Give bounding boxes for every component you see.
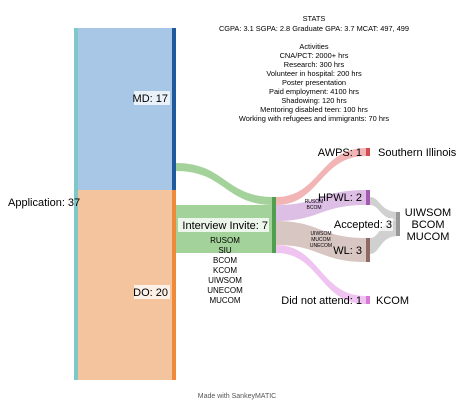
label-do: DO: 20 [133, 287, 168, 299]
activity-item: Volunteer in hospital: 200 hrs [266, 69, 362, 78]
label-did-not-attend: Did not attend: 1 [281, 295, 362, 307]
annotation-hpwl-school: BCOM [307, 205, 322, 211]
flow-md-interview [176, 163, 274, 205]
footer-credit: Made with SankeyMATIC [198, 393, 276, 400]
label-awps: AWPS: 1 [318, 147, 362, 159]
node-application-bar [74, 28, 78, 380]
label-accepted: Accepted: 3 [334, 219, 392, 231]
annotation-wl-school: UIWSOM [310, 231, 331, 237]
annotation-hpwl-school: RUSOM [305, 199, 324, 205]
node-do-bar [172, 190, 176, 380]
label-hpwl: HPWL: 2 [318, 192, 362, 204]
flow-application-do [78, 190, 172, 380]
activity-item: Working with refugees and immigrants: 70… [239, 114, 390, 123]
label-interview: Interview Invite: 7 [182, 220, 268, 232]
node-hpwl-bar [366, 190, 370, 205]
stats-scores: CGPA: 3.1 SGPA: 2.8 Graduate GPA: 3.7 MC… [219, 24, 409, 33]
annotations: Southern Illinois UIWSOM BCOM MUCOM KCOM… [207, 147, 457, 307]
annotation-accepted-school: UIWSOM [405, 207, 451, 219]
activity-item: Paid employment: 4100 hrs [269, 87, 359, 96]
activity-item: Research: 300 hrs [284, 60, 345, 69]
node-interview-bar [272, 197, 276, 253]
node-md-bar [172, 28, 176, 190]
annotation-interview-school: BCOM [213, 256, 237, 265]
node-dna-bar [366, 296, 370, 304]
flow-hpwl-accepted [370, 197, 398, 220]
activities-heading: Activities [299, 42, 328, 51]
annotation-interview-school: SIU [218, 246, 232, 255]
node-labels: Application: 37 MD: 17 DO: 20 Interview … [5, 91, 393, 307]
flow-interview-wl [276, 221, 366, 262]
activity-item: Mentoring disabled teen: 100 hrs [260, 105, 368, 114]
activity-item: CNA/PCT: 2000+ hrs [280, 51, 349, 60]
label-md: MD: 17 [133, 93, 168, 105]
annotation-interview-school: MUCOM [209, 296, 240, 305]
annotation-southern-illinois: Southern Illinois [378, 147, 457, 159]
label-application: Application: 37 [8, 197, 80, 209]
annotation-interview-school: UIWSOM [208, 276, 242, 285]
annotation-wl-school: UNECOM [310, 243, 332, 249]
node-wl-bar [366, 238, 370, 262]
activity-item: Poster presentation [282, 78, 346, 87]
annotation-accepted-school: BCOM [412, 219, 445, 231]
node-accepted-bar [396, 212, 400, 236]
flow-application-md [78, 28, 172, 190]
annotation-interview-school: UNECOM [207, 286, 243, 295]
annotation-interview-school: KCOM [213, 266, 237, 275]
node-awps-bar [366, 148, 370, 156]
flows [78, 28, 398, 380]
activity-item: Shadowing: 120 hrs [281, 96, 347, 105]
flow-interview-awps [276, 148, 366, 205]
stats-heading: STATS [303, 14, 326, 23]
flow-interview-dna [276, 245, 366, 304]
label-wl: WL: 3 [333, 245, 362, 257]
nodes [74, 28, 400, 380]
annotation-interview-school: RUSOM [210, 236, 240, 245]
stats-block: STATS CGPA: 3.1 SGPA: 2.8 Graduate GPA: … [219, 14, 409, 123]
flow-interview-hpwl [276, 190, 366, 221]
annotation-wl-school: MUCOM [311, 237, 330, 243]
annotation-kcom: KCOM [376, 295, 409, 307]
annotation-accepted-school: MUCOM [407, 231, 450, 243]
